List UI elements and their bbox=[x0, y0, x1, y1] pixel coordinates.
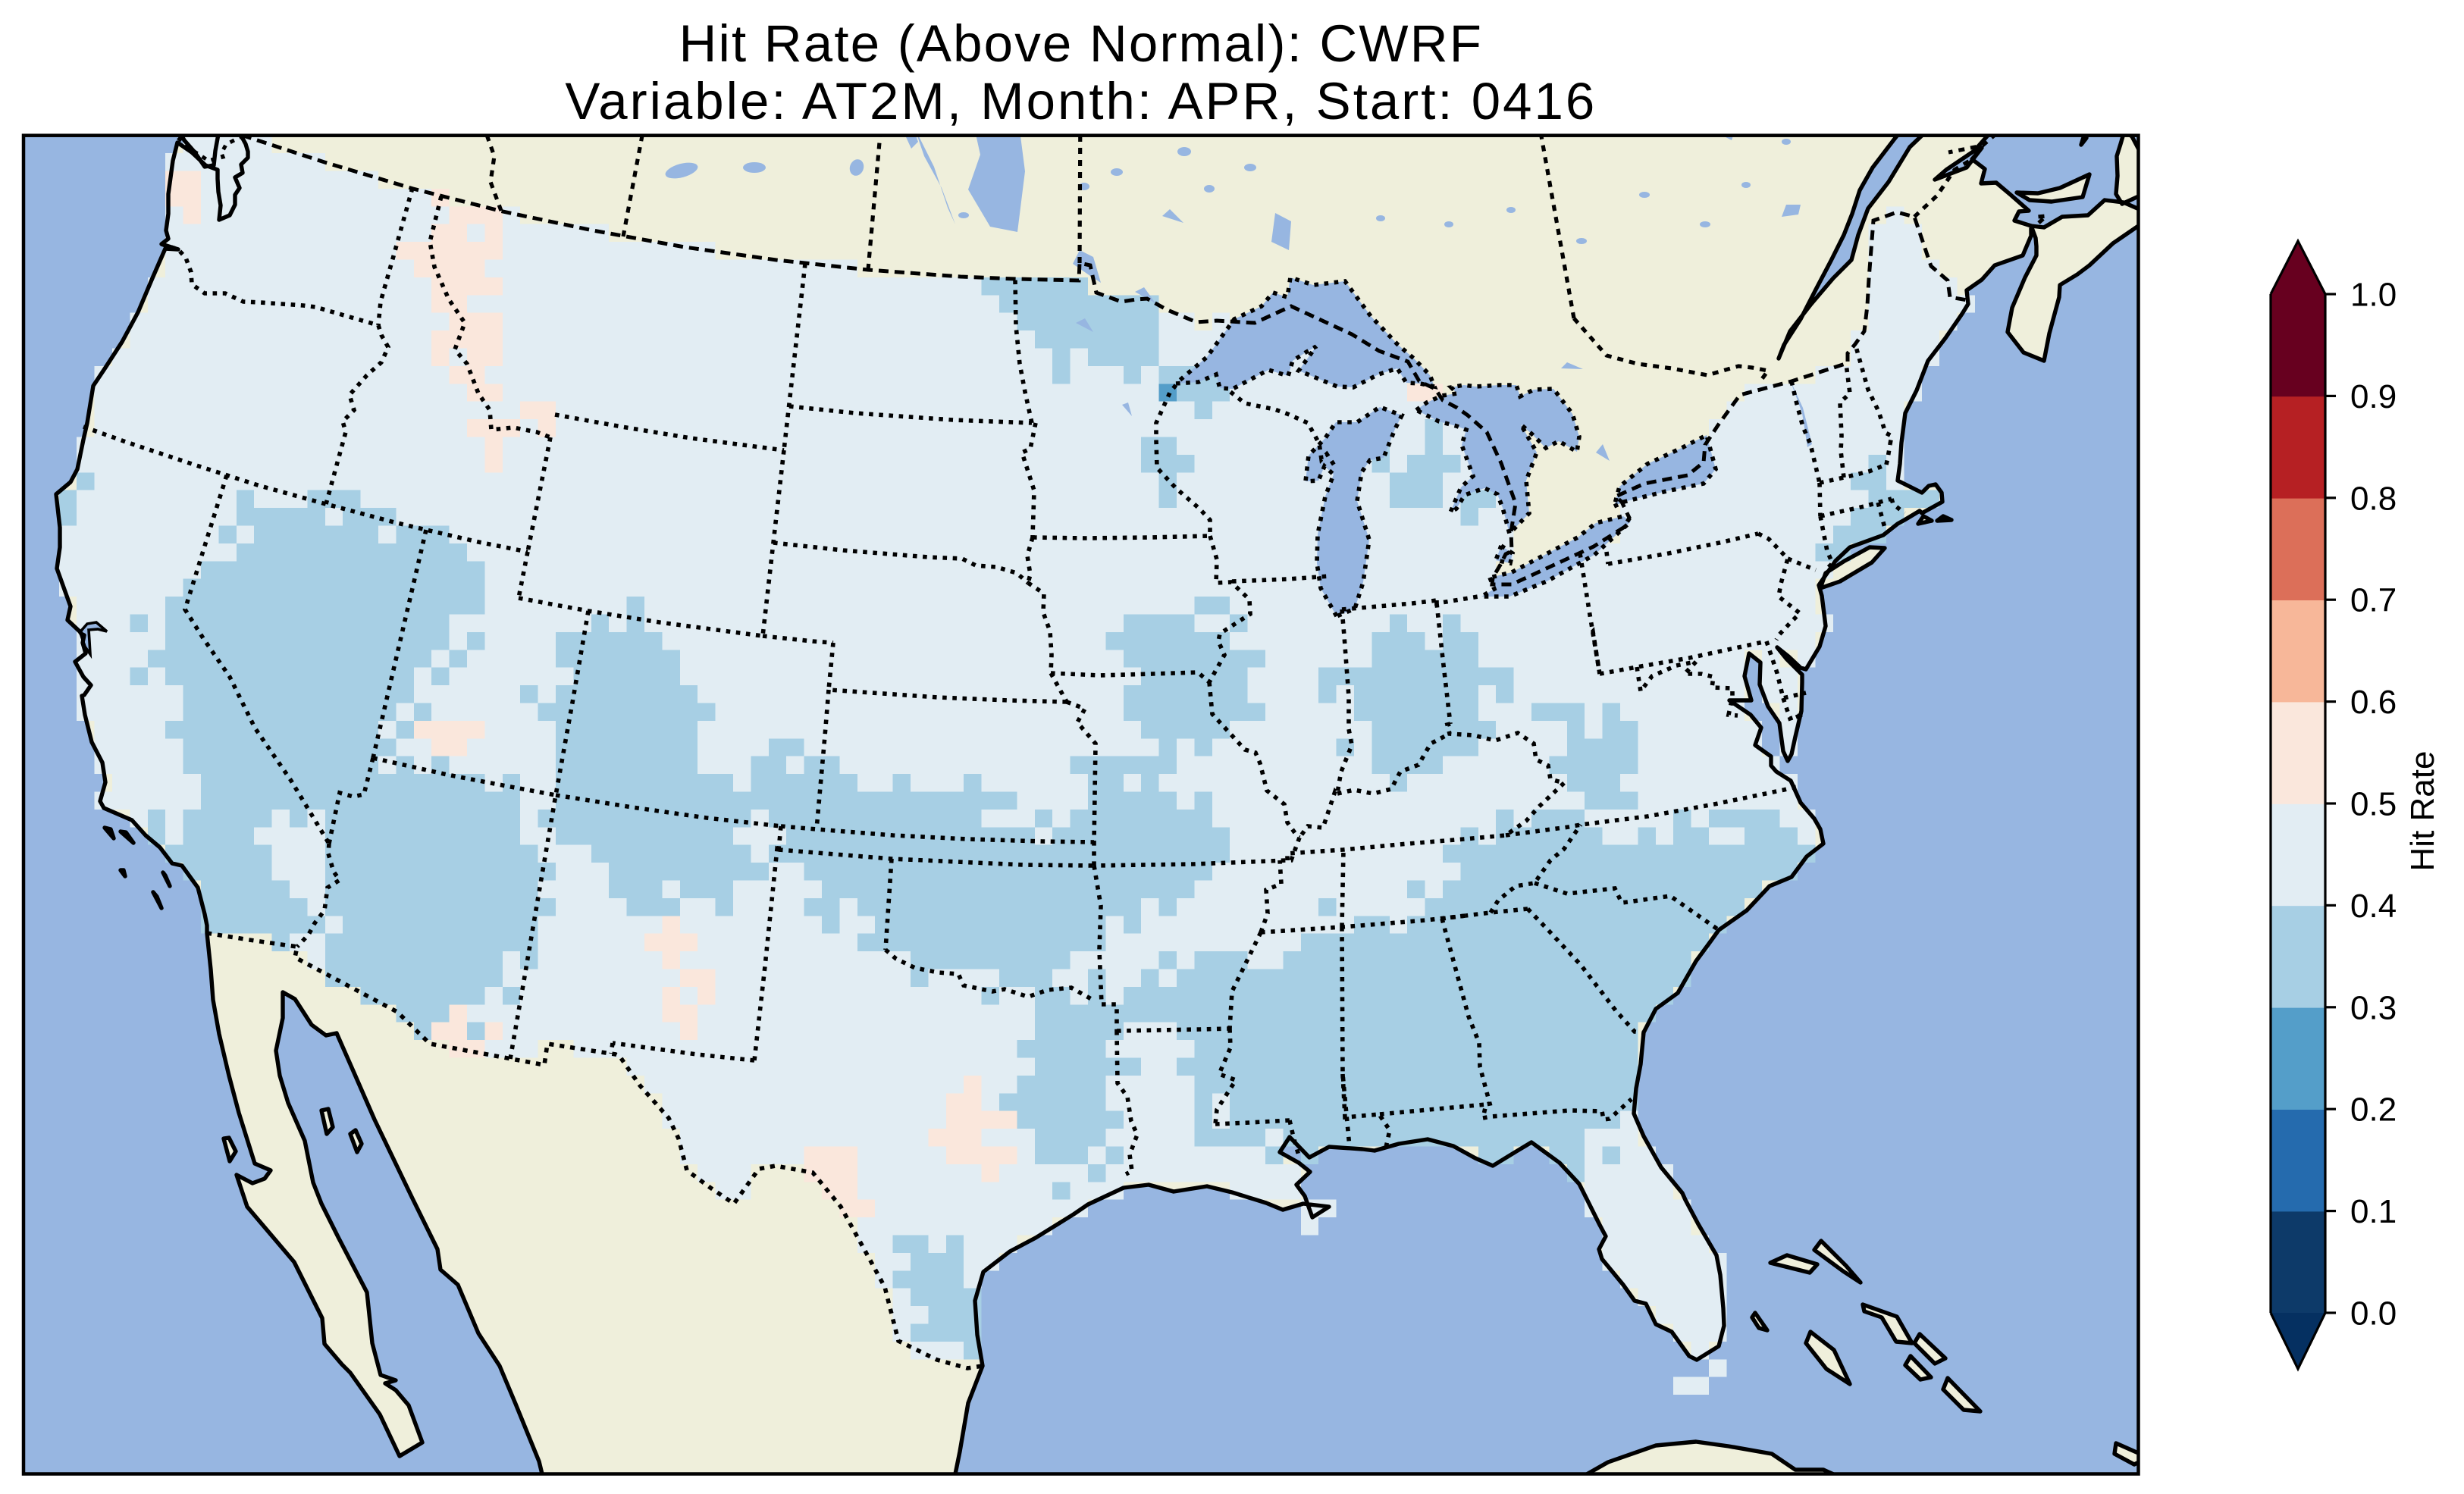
svg-text:0.6: 0.6 bbox=[2350, 684, 2397, 721]
svg-text:1.0: 1.0 bbox=[2350, 277, 2397, 314]
svg-text:0.7: 0.7 bbox=[2350, 582, 2397, 619]
svg-text:Hit Rate: Hit Rate bbox=[2404, 751, 2441, 872]
svg-text:0.9: 0.9 bbox=[2350, 378, 2397, 415]
svg-text:0.3: 0.3 bbox=[2350, 989, 2397, 1026]
svg-text:0.1: 0.1 bbox=[2350, 1193, 2397, 1230]
svg-text:Variable: AT2M, Month: APR, St: Variable: AT2M, Month: APR, Start: 0416 bbox=[565, 72, 1597, 130]
svg-text:0.0: 0.0 bbox=[2350, 1295, 2397, 1333]
svg-text:0.8: 0.8 bbox=[2350, 480, 2397, 517]
svg-text:0.5: 0.5 bbox=[2350, 786, 2397, 823]
svg-text:0.4: 0.4 bbox=[2350, 888, 2397, 925]
svg-text:Hit Rate (Above Normal): CWRF: Hit Rate (Above Normal): CWRF bbox=[679, 14, 1483, 73]
svg-text:0.2: 0.2 bbox=[2350, 1092, 2397, 1129]
